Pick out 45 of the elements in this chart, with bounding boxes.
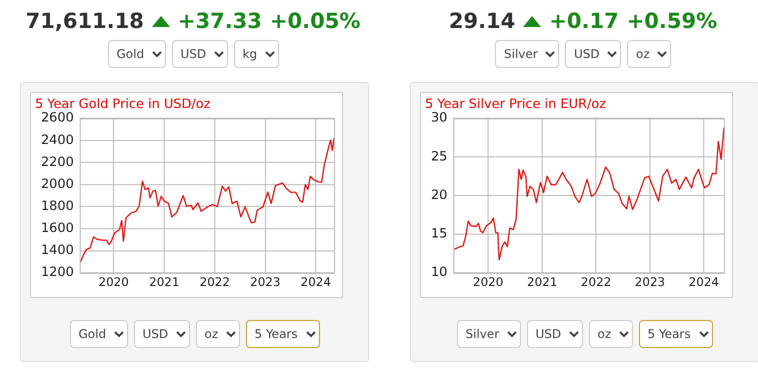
text: +37.33 [178,9,262,33]
y-tick-label: 15 [430,226,448,242]
y-tick-label: 2400 [40,132,74,148]
text: Gold [70,320,128,348]
text: 5 Years [638,320,712,348]
text: USD [565,40,621,68]
text: 29.14 [448,9,516,33]
text: USD [134,320,190,348]
y-tick-label: 1600 [40,221,74,236]
y-tick-label: 20 [430,188,448,203]
y-tick-label: 10 [430,265,448,280]
text: USD [172,40,228,68]
y-tick-label: 25 [430,149,448,164]
x-tick-label: 2020 [98,275,129,290]
y-tick-label: 1200 [40,265,74,280]
text: +0.17 [549,9,619,33]
x-tick-label: 2022 [580,275,612,290]
y-tick-label: 1400 [40,243,74,258]
y-tick-label: 2000 [40,176,74,192]
text: +0.59% [626,9,718,33]
text: +0.05% [270,9,360,33]
x-tick-label: 2024 [688,275,719,290]
x-tick-label: 2023 [250,275,280,290]
chart-title: 5 Year Silver Price in EUR/oz [424,97,606,112]
chart-title: 5 Year Gold Price in USD/oz [34,97,211,112]
text: Silver [495,40,559,68]
y-tick-label: 2200 [40,154,74,170]
x-tick-label: 2022 [200,275,230,290]
text: 71,611.18 [26,9,144,33]
x-tick-label: 2024 [300,275,331,290]
x-tick-label: 2021 [527,275,558,290]
text: Gold [108,40,166,68]
text: oz [196,320,240,348]
text: oz [627,40,671,68]
text: USD [526,320,582,348]
x-tick-label: 2020 [473,275,504,290]
x-tick-label: 2023 [634,275,666,290]
y-tick-label: 2600 [40,110,74,126]
text: Silver [456,320,520,348]
text: 5 Years [246,320,320,348]
text: oz [588,320,632,348]
y-tick-label: 1800 [40,198,74,214]
text: kg [234,40,278,68]
y-tick-label: 30 [430,110,448,126]
x-tick-label: 2021 [149,275,180,290]
